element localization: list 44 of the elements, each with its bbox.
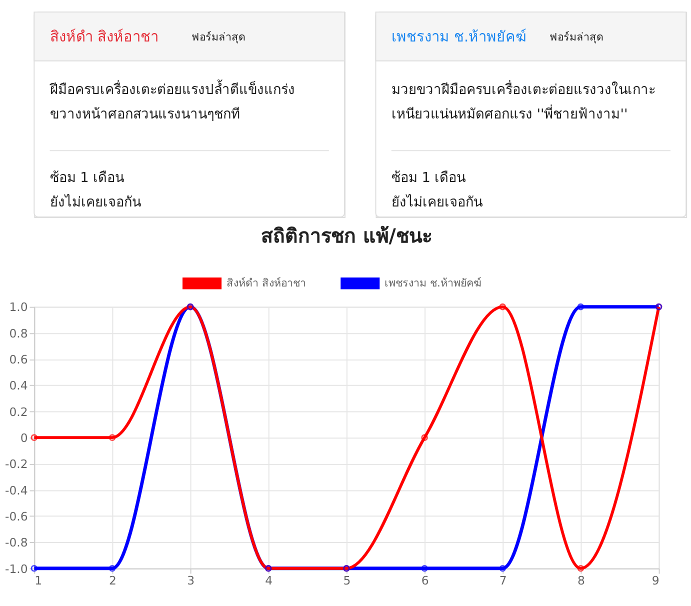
x-tick-label: 7	[499, 573, 507, 588]
point	[108, 564, 116, 572]
point	[421, 564, 428, 572]
point	[108, 434, 116, 441]
text: ซ้อม 1 เดือน	[50, 170, 124, 186]
y-tick-label: -0.2	[4, 457, 28, 472]
y-tick-label: 0.8	[9, 326, 28, 340]
point	[577, 564, 584, 572]
y-tick-label: 0	[20, 430, 28, 445]
text: ซ้อม 1 เดือน	[391, 170, 466, 186]
text: สิงห์ดำ สิงห์อาชา	[50, 28, 158, 46]
text: เพชรงาม ช.ห้าพยัคฆ์	[391, 28, 527, 46]
text: ฟอร์มล่าสุด	[192, 30, 246, 44]
text: เหนียวแน่นหมัดศอกแรง ''พี่ชายฟ้างาม''	[391, 104, 628, 122]
y-tick-label: 0.2	[9, 404, 28, 419]
text: ฟอร์มล่าสุด	[549, 30, 604, 44]
text: ขวางหน้าศอกสวนแรงนานๆชกที	[50, 106, 240, 122]
point	[30, 434, 38, 441]
x-tick-label: 1	[34, 573, 42, 588]
y-tick-label: -0.8	[4, 536, 28, 550]
x-tick-label: 5	[343, 573, 351, 588]
text: ยังไม่เคยเจอกัน	[50, 194, 141, 210]
x-tick-label: 6	[421, 573, 429, 588]
y-tick-label: 0.4	[9, 378, 28, 393]
text: ยังไม่เคยเจอกัน	[391, 194, 482, 210]
x-tick-label: 4	[265, 573, 273, 588]
y-tick-label: 1.0	[9, 300, 28, 314]
x-tick-label: 2	[109, 573, 116, 588]
text: มวยขวาฝีมือครบเครื่องเตะต่อยแรงวงในเกาะ	[391, 80, 656, 98]
chart-title: สถิติการชก แพ้/ชนะ	[261, 224, 432, 248]
y-tick-label: -1.0	[4, 562, 28, 576]
x-tick-label: 9	[652, 573, 660, 588]
x-tick-label: 8	[577, 573, 585, 588]
y-tick-label: 0.6	[9, 352, 28, 367]
point	[499, 564, 506, 572]
point	[421, 434, 428, 441]
point	[499, 303, 506, 310]
y-tick-label: -0.6	[4, 509, 28, 524]
legend-label: เพชรงาม ช.ห้าพยัคฆ์	[384, 276, 482, 290]
point	[577, 303, 584, 310]
y-tick-label: -0.4	[4, 483, 28, 498]
x-tick-label: 3	[187, 573, 195, 588]
text: ฝีมือครบเครื่องเตะต่อยแรงปล้ำตีแข็งแกร่ง	[48, 79, 295, 98]
legend-label: สิงห์ดำ สิงห์อาชา	[226, 276, 306, 290]
